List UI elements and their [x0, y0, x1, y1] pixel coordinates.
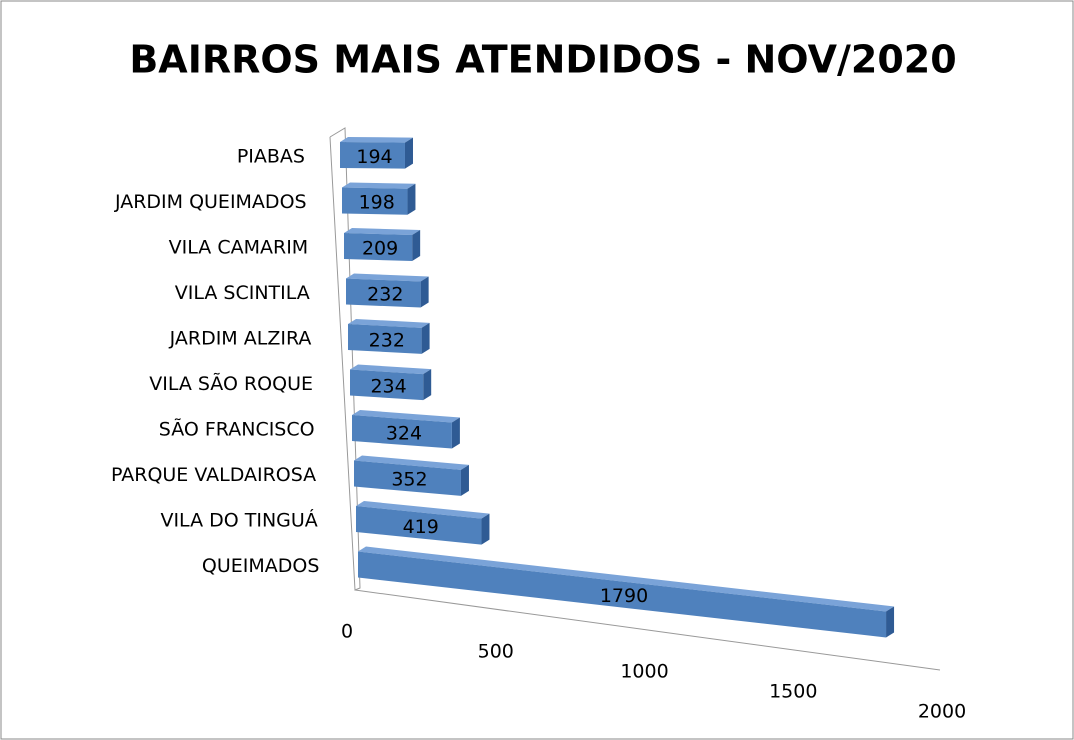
value-label: 324 [386, 422, 422, 444]
bar-top [342, 182, 416, 189]
y-tick-label: QUEIMADOS [202, 555, 320, 577]
value-label: 1790 [600, 585, 648, 607]
x-tick-label: 2000 [918, 701, 966, 723]
bar-end [481, 513, 490, 545]
bar-end [460, 464, 469, 496]
chart-title: BAIRROS MAIS ATENDIDOS - NOV/2020 [129, 38, 956, 82]
bar-front [350, 369, 424, 401]
bar-front [348, 324, 422, 354]
value-label: 352 [391, 469, 427, 491]
bar-top [358, 546, 895, 612]
bar-front [352, 415, 452, 449]
back-wall [329, 127, 361, 591]
bar-top [354, 455, 469, 470]
bar-end [412, 230, 421, 262]
bar-end [420, 276, 429, 308]
bar-top [352, 410, 460, 423]
bar-top [348, 319, 430, 328]
y-tick-label: VILA DO TINGUÁ [160, 509, 317, 532]
value-label: 209 [362, 238, 398, 260]
bar [348, 319, 430, 354]
bar [340, 137, 413, 169]
bar [352, 410, 460, 449]
bar [358, 546, 895, 638]
value-label: 194 [356, 146, 392, 168]
bar-end [451, 417, 460, 449]
x-tick-label: 1500 [769, 681, 817, 703]
bar-end [421, 322, 430, 354]
y-tick-label: VILA SÃO ROQUE [149, 372, 313, 395]
bar [354, 455, 469, 496]
y-tick-label: VILA CAMARIM [169, 237, 309, 259]
value-label: 232 [369, 329, 405, 351]
bar-front [358, 551, 887, 638]
value-label: 234 [370, 375, 406, 397]
bar-top [346, 273, 429, 282]
value-label: 198 [359, 192, 395, 214]
bar-top [350, 364, 432, 375]
bar [350, 364, 432, 401]
bar-top [340, 137, 413, 143]
x-tick-label: 500 [478, 641, 514, 663]
y-tick-label: PARQUE VALDAIROSA [111, 464, 316, 486]
bar-front [344, 233, 413, 262]
bar [346, 273, 429, 308]
bar [344, 228, 421, 262]
bar-end [407, 183, 416, 215]
bar [342, 182, 416, 215]
bar-front [340, 142, 405, 169]
value-label: 232 [367, 284, 403, 306]
bar-top [344, 228, 421, 236]
bar-front [346, 278, 421, 308]
bar-front [342, 187, 408, 215]
floor-line [354, 589, 941, 671]
bar [356, 501, 490, 545]
y-tick-label: VILA SCINTILA [175, 282, 310, 304]
bar-top [356, 501, 490, 519]
bar-front [356, 506, 482, 545]
x-tick-label: 1000 [620, 661, 668, 683]
x-tick-label: 0 [341, 621, 353, 643]
bar-end [423, 369, 432, 401]
bar-end [886, 606, 895, 638]
y-tick-label: JARDIM QUEIMADOS [114, 191, 307, 213]
y-tick-label: PIABAS [237, 146, 305, 168]
y-tick-label: JARDIM ALZIRA [169, 328, 312, 350]
bar-front [354, 460, 461, 496]
y-tick-label: SÃO FRANCISCO [159, 418, 315, 441]
value-label: 419 [403, 516, 439, 538]
bar-end [404, 137, 413, 169]
